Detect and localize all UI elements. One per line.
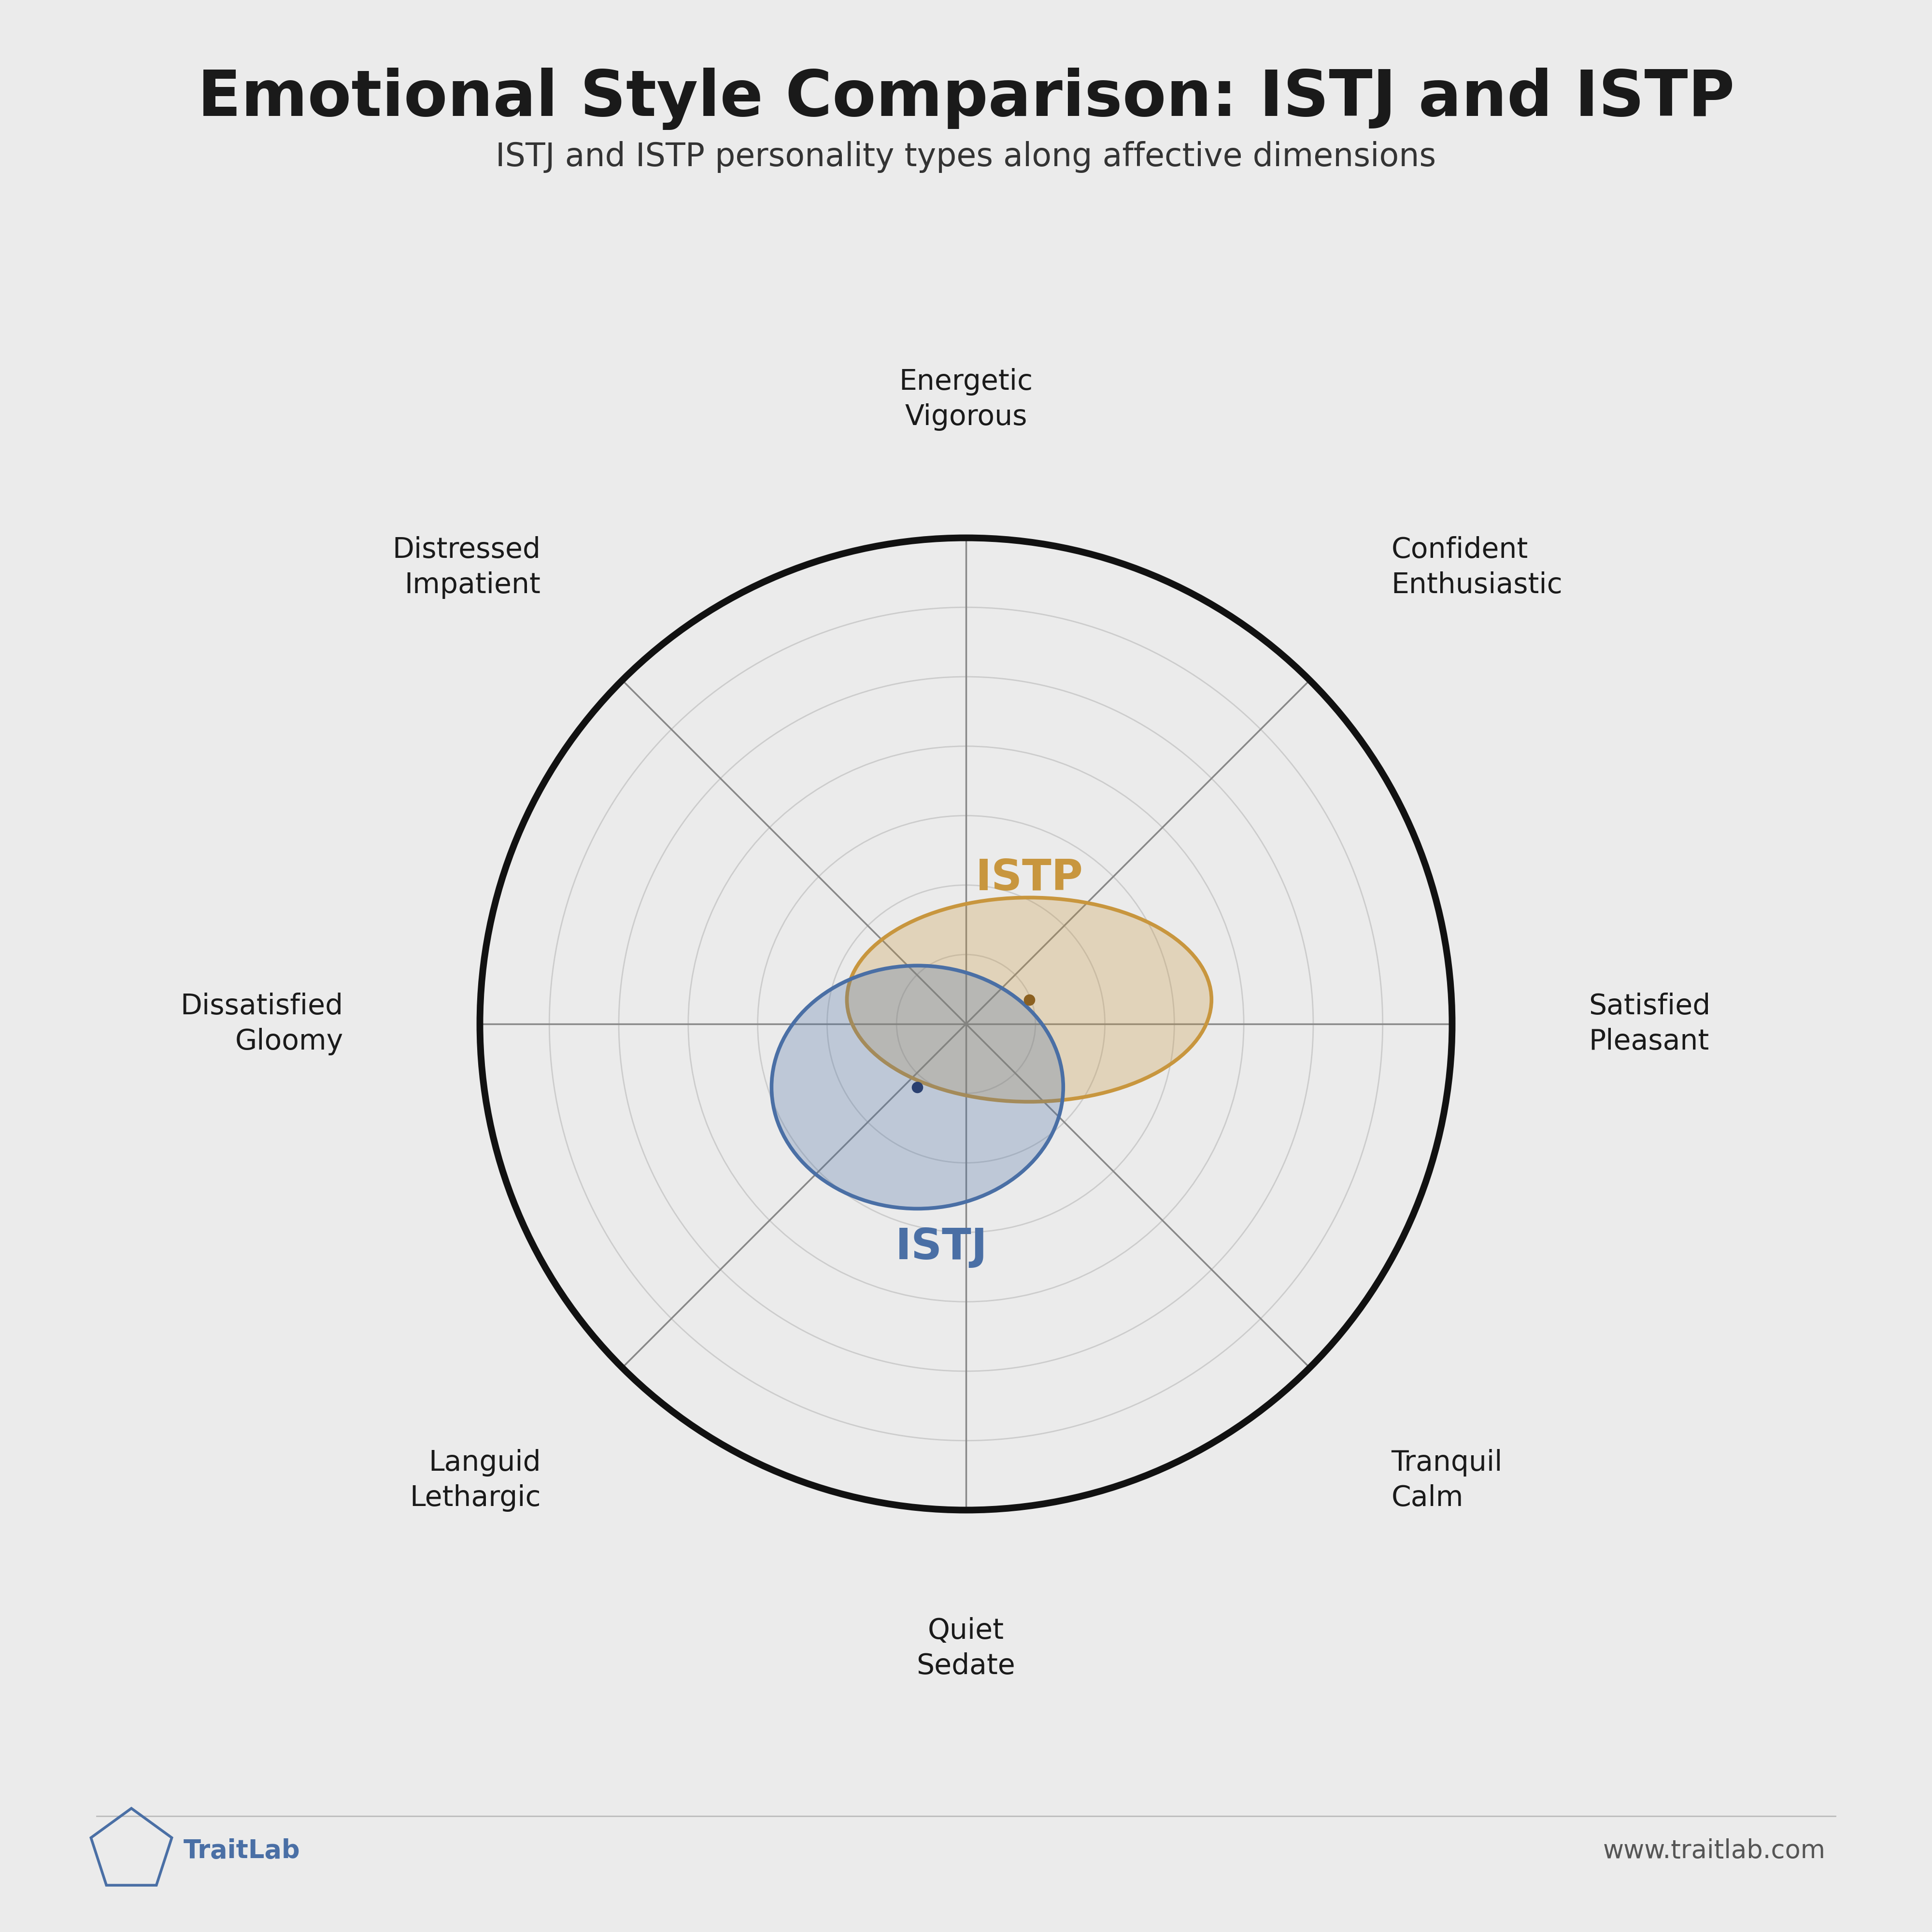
Text: Tranquil
Calm: Tranquil Calm <box>1391 1449 1503 1513</box>
Text: TraitLab: TraitLab <box>184 1839 299 1862</box>
Text: ISTP: ISTP <box>976 858 1084 898</box>
Text: Emotional Style Comparison: ISTJ and ISTP: Emotional Style Comparison: ISTJ and IST… <box>197 68 1735 129</box>
Ellipse shape <box>846 898 1211 1101</box>
Text: Quiet
Sedate: Quiet Sedate <box>916 1617 1016 1679</box>
Text: ISTJ and ISTP personality types along affective dimensions: ISTJ and ISTP personality types along af… <box>497 141 1435 174</box>
Text: Distressed
Impatient: Distressed Impatient <box>392 535 541 599</box>
Text: Confident
Enthusiastic: Confident Enthusiastic <box>1391 535 1563 599</box>
Text: Energetic
Vigorous: Energetic Vigorous <box>898 369 1034 431</box>
Ellipse shape <box>771 966 1063 1209</box>
Text: Satisfied
Pleasant: Satisfied Pleasant <box>1588 993 1710 1055</box>
Text: Languid
Lethargic: Languid Lethargic <box>410 1449 541 1513</box>
Text: ISTJ: ISTJ <box>896 1227 987 1269</box>
Text: www.traitlab.com: www.traitlab.com <box>1604 1839 1826 1862</box>
Text: Dissatisfied
Gloomy: Dissatisfied Gloomy <box>180 993 344 1055</box>
